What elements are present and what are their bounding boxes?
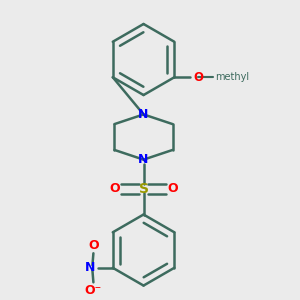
- Text: N: N: [138, 153, 149, 166]
- Text: O⁻: O⁻: [85, 284, 102, 297]
- Text: N: N: [85, 261, 95, 274]
- Text: N: N: [138, 108, 149, 121]
- Text: O: O: [194, 71, 204, 84]
- Text: O: O: [167, 182, 178, 195]
- Text: methyl: methyl: [215, 72, 249, 82]
- Text: S: S: [139, 182, 148, 196]
- Text: O: O: [88, 239, 99, 252]
- Text: O: O: [109, 182, 120, 195]
